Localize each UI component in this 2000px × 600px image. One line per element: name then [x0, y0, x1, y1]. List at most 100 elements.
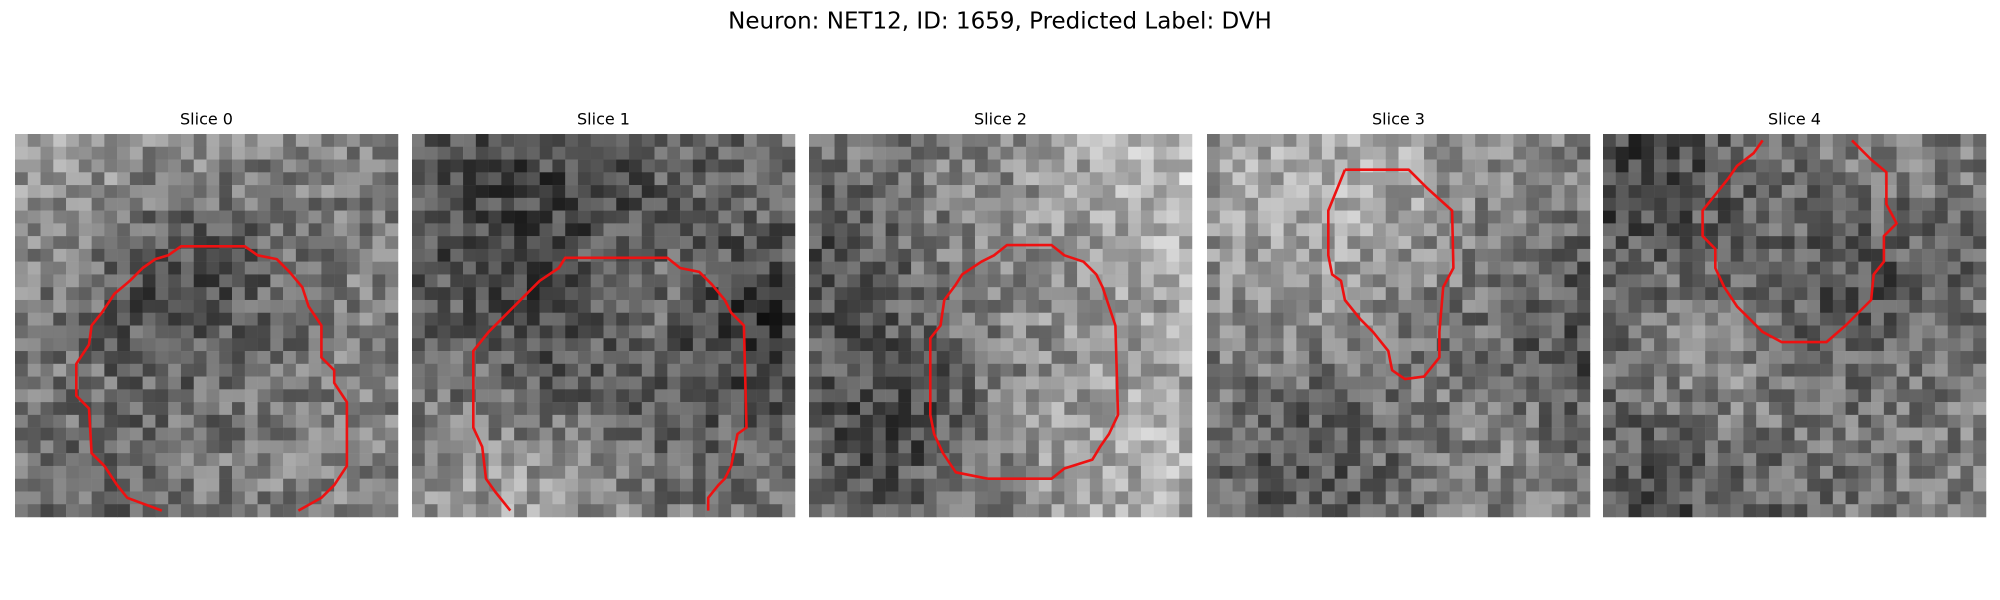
pixel	[577, 325, 591, 339]
pixel	[346, 414, 360, 428]
pixel	[1960, 287, 1974, 301]
pixel	[539, 504, 553, 518]
pixel	[1794, 351, 1808, 365]
pixel	[577, 414, 591, 428]
pixel	[104, 414, 118, 428]
pixel	[1538, 210, 1552, 224]
pixel	[1641, 299, 1655, 313]
pixel	[1960, 299, 1974, 313]
pixel	[1334, 197, 1348, 211]
pixel	[847, 261, 861, 275]
pixel	[1449, 185, 1463, 199]
pixel	[385, 491, 399, 505]
pixel	[949, 172, 963, 186]
pixel	[1270, 491, 1284, 505]
pixel	[590, 338, 604, 352]
pixel	[1654, 427, 1668, 441]
pixel	[1258, 351, 1272, 365]
pixel	[641, 338, 655, 352]
pixel	[1832, 185, 1846, 199]
pixel	[1500, 325, 1514, 339]
pixel	[1296, 338, 1310, 352]
pixel	[1207, 338, 1221, 352]
pixel	[821, 287, 835, 301]
pixel	[1820, 363, 1834, 377]
pixel	[885, 427, 899, 441]
pixel	[1128, 248, 1142, 262]
pixel	[1077, 210, 1091, 224]
pixel	[1730, 363, 1744, 377]
pixel	[1245, 146, 1259, 160]
pixel	[1475, 427, 1489, 441]
pixel	[1603, 146, 1617, 160]
pixel	[1538, 325, 1552, 339]
pixel	[129, 210, 143, 224]
pixel	[731, 465, 745, 479]
pixel	[1051, 134, 1065, 148]
pixel	[680, 312, 694, 326]
pixel	[1628, 223, 1642, 237]
pixel	[15, 248, 29, 262]
pixel	[526, 185, 540, 199]
pixel	[1807, 223, 1821, 237]
pixel	[667, 478, 681, 492]
pixel	[257, 376, 271, 390]
pixel	[1615, 185, 1629, 199]
panels: Slice 0 Slice 1 Slice 2 Slice 3 Slice 4	[15, 110, 1987, 518]
pixel	[1564, 402, 1578, 416]
pixel	[1934, 351, 1948, 365]
pixel	[334, 299, 348, 313]
pixel	[1153, 248, 1167, 262]
pixel	[450, 402, 464, 416]
pixel	[1026, 504, 1040, 518]
pixel	[743, 465, 757, 479]
pixel	[437, 440, 451, 454]
pixel	[590, 376, 604, 390]
pixel	[1398, 261, 1412, 275]
pixel	[1654, 491, 1668, 505]
pixel	[295, 248, 309, 262]
pixel	[565, 453, 579, 467]
pixel	[1577, 287, 1591, 301]
pixel	[1730, 427, 1744, 441]
pixel	[1462, 185, 1476, 199]
pixel	[1615, 414, 1629, 428]
pixel	[1934, 134, 1948, 148]
pixel	[539, 287, 553, 301]
pixel	[1781, 223, 1795, 237]
pixel	[168, 491, 182, 505]
pixel	[270, 197, 284, 211]
pixel	[1960, 376, 1974, 390]
pixel	[1564, 312, 1578, 326]
pixel	[1077, 236, 1091, 250]
pixel	[437, 325, 451, 339]
pixel	[1641, 427, 1655, 441]
pixel	[847, 274, 861, 288]
pixel	[821, 299, 835, 313]
pixel	[1347, 465, 1361, 479]
pixel	[769, 185, 783, 199]
pixel	[1424, 210, 1438, 224]
pixel	[270, 389, 284, 403]
pixel	[424, 351, 438, 365]
pixel	[1270, 389, 1284, 403]
pixel	[1140, 351, 1154, 365]
pixel	[526, 236, 540, 250]
pixel	[847, 351, 861, 365]
pixel	[654, 236, 668, 250]
pixel	[1820, 197, 1834, 211]
pixel	[1449, 325, 1463, 339]
pixel	[743, 248, 757, 262]
pixel	[104, 389, 118, 403]
pixel	[1449, 248, 1463, 262]
pixel	[526, 465, 540, 479]
pixel	[1692, 185, 1706, 199]
pixel	[1692, 172, 1706, 186]
pixel	[372, 402, 386, 416]
pixel	[1219, 274, 1233, 288]
pixel	[346, 223, 360, 237]
pixel	[463, 427, 477, 441]
pixel	[1909, 478, 1923, 492]
pixel	[1207, 210, 1221, 224]
pixel	[1398, 248, 1412, 262]
